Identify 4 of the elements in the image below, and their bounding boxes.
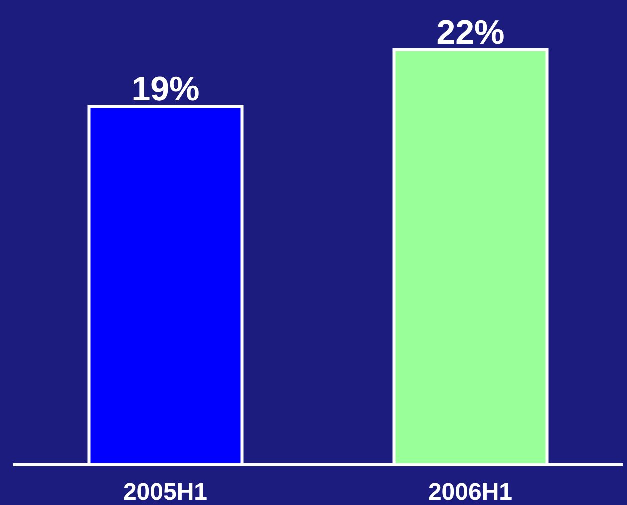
- x-tick-label: 2006H1: [428, 479, 513, 505]
- data-label: 19%: [132, 70, 200, 109]
- x-tick-label: 2005H1: [123, 479, 208, 505]
- data-label: 22%: [436, 14, 505, 52]
